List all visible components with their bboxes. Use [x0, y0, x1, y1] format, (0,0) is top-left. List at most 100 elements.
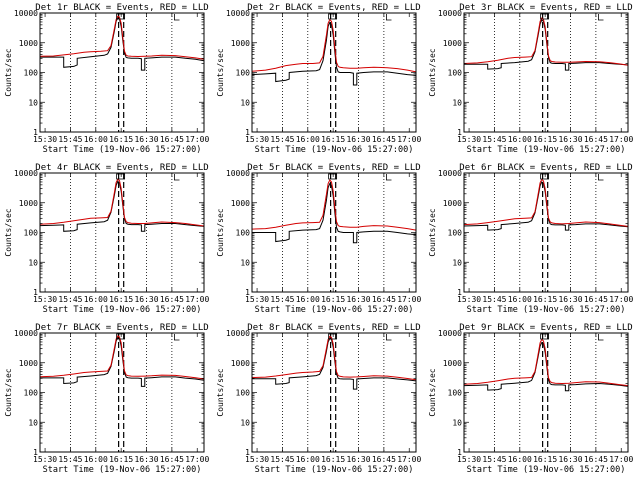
top-marker — [598, 174, 604, 181]
top-marker — [328, 13, 338, 20]
x-tick-label: 16:00 — [84, 455, 108, 464]
x-tick-label: 16:00 — [508, 135, 532, 144]
x-tick-label: 15:45 — [58, 135, 82, 144]
x-tick-label: 16:45 — [584, 295, 608, 304]
panel-title: Det 9r BLACK = Events, RED = LLD — [459, 323, 632, 333]
lld-series-line — [463, 338, 629, 387]
y-tick-label: 100 — [448, 389, 463, 398]
lld-series-line — [39, 178, 205, 227]
y-tick-label: 1000 — [231, 359, 250, 368]
y-tick-label: 1 — [245, 448, 250, 457]
events-series-line — [463, 341, 629, 392]
top-marker — [386, 14, 392, 21]
y-tick-label: 10000 — [438, 9, 462, 18]
x-tick-label: 15:45 — [482, 135, 506, 144]
panel-title: Det 8r BLACK = Events, RED = LLD — [247, 323, 420, 333]
x-tick-label: 16:45 — [160, 135, 184, 144]
x-axis-label: Start Time (19-Nov-06 15:27:00) — [467, 145, 626, 155]
x-tick-label: 16:15 — [533, 455, 557, 464]
x-tick-label: 16:45 — [160, 455, 184, 464]
top-marker — [328, 173, 338, 180]
y-tick-label: 1000 — [231, 39, 250, 48]
plot-frame — [39, 172, 205, 293]
x-tick-label: 15:45 — [482, 295, 506, 304]
top-marker — [540, 333, 550, 340]
panel-title: Det 6r BLACK = Events, RED = LLD — [459, 163, 632, 173]
x-tick-label: 16:45 — [372, 455, 396, 464]
lld-series-line — [251, 179, 417, 231]
x-tick-label: 16:15 — [109, 135, 133, 144]
y-tick-label: 1 — [245, 288, 250, 297]
y-tick-label: 10 — [452, 98, 462, 107]
top-marker — [328, 333, 338, 340]
y-tick-label: 10 — [28, 258, 38, 267]
events-series-line — [40, 336, 205, 387]
events-series-line — [252, 337, 417, 390]
y-tick-label: 1 — [33, 128, 38, 137]
x-tick-label: 15:30 — [245, 295, 269, 304]
y-axis-label: Counts/sec — [428, 48, 437, 96]
x-axis-label: Start Time (19-Nov-06 15:27:00) — [255, 465, 414, 475]
x-tick-label: 17:00 — [185, 455, 209, 464]
y-tick-label: 1000 — [443, 359, 462, 368]
y-axis-label: Counts/sec — [4, 208, 13, 256]
y-tick-label: 1 — [33, 448, 38, 457]
y-tick-label: 100 — [448, 229, 463, 238]
panel-9: Det 9r BLACK = Events, RED = LLD 1 10 100 10… — [428, 323, 633, 475]
x-tick-label: 15:30 — [245, 135, 269, 144]
panel-5: Det 5r BLACK = Events, RED = LLD 1 10 100 10… — [216, 163, 421, 315]
panel-title: Det 5r BLACK = Events, RED = LLD — [247, 163, 420, 173]
x-tick-label: 17:00 — [397, 295, 421, 304]
y-tick-label: 10000 — [438, 169, 462, 178]
top-marker — [540, 173, 550, 180]
x-tick-label: 16:45 — [372, 135, 396, 144]
y-tick-label: 10 — [28, 418, 38, 427]
x-tick-label: 16:45 — [160, 295, 184, 304]
x-tick-label: 16:30 — [134, 455, 158, 464]
x-axis-label: Start Time (19-Nov-06 15:27:00) — [43, 145, 202, 155]
top-marker — [174, 174, 180, 181]
top-marker — [174, 14, 180, 21]
x-tick-label: 16:00 — [296, 295, 320, 304]
lld-series-line — [251, 18, 417, 73]
x-tick-label: 15:45 — [58, 295, 82, 304]
x-tick-label: 16:00 — [296, 455, 320, 464]
panel-title: Det 4r BLACK = Events, RED = LLD — [35, 163, 208, 173]
y-tick-label: 100 — [24, 229, 39, 238]
y-tick-label: 1 — [457, 128, 462, 137]
y-axis-label: Counts/sec — [428, 208, 437, 256]
y-tick-label: 1 — [33, 288, 38, 297]
events-series-line — [251, 21, 417, 86]
x-tick-label: 16:15 — [109, 295, 133, 304]
panel-title: Det 1r BLACK = Events, RED = LLD — [35, 3, 208, 13]
x-tick-label: 16:45 — [372, 295, 396, 304]
y-tick-label: 10 — [452, 418, 462, 427]
top-marker — [116, 173, 126, 180]
x-axis-label: Start Time (19-Nov-06 15:27:00) — [255, 145, 414, 155]
y-axis-label: Counts/sec — [216, 368, 225, 416]
top-marker — [386, 174, 392, 181]
y-tick-label: 1 — [457, 288, 462, 297]
events-series-line — [40, 17, 205, 71]
lld-series-line — [39, 15, 205, 60]
x-tick-label: 17:00 — [397, 455, 421, 464]
y-tick-label: 10000 — [226, 329, 250, 338]
events-series-line — [252, 182, 417, 244]
x-tick-label: 16:30 — [346, 135, 370, 144]
events-series-line — [39, 180, 205, 232]
x-tick-label: 16:15 — [321, 455, 345, 464]
x-tick-label: 16:00 — [508, 295, 532, 304]
x-tick-label: 15:30 — [33, 455, 57, 464]
top-marker — [174, 334, 180, 341]
x-tick-label: 16:30 — [558, 455, 582, 464]
x-tick-label: 15:30 — [457, 455, 481, 464]
x-axis-label: Start Time (19-Nov-06 15:27:00) — [255, 305, 414, 315]
y-tick-label: 10000 — [14, 169, 38, 178]
panel-title: Det 3r BLACK = Events, RED = LLD — [459, 3, 632, 13]
x-tick-label: 16:15 — [321, 295, 345, 304]
y-tick-label: 1000 — [443, 199, 462, 208]
panel-3: Det 3r BLACK = Events, RED = LLD 1 10 100 10… — [428, 3, 633, 155]
y-tick-label: 1000 — [19, 39, 38, 48]
y-tick-label: 100 — [236, 389, 251, 398]
